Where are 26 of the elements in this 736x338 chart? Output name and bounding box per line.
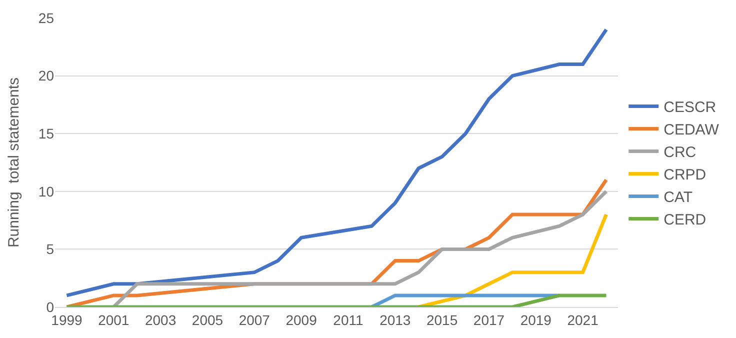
x-tick-label: 2005	[192, 312, 224, 328]
y-tick-label: 15	[38, 126, 54, 142]
line-series	[64, 28, 608, 298]
line-series	[416, 212, 608, 307]
legend-label: CRPD	[664, 166, 706, 184]
y-tick-label: 25	[38, 10, 54, 26]
x-tick-label: 2009	[286, 312, 318, 328]
x-tick-label: 2015	[426, 312, 458, 328]
y-axis-title: Running total statements	[6, 77, 23, 248]
x-tick-label: 2003	[144, 312, 176, 328]
x-tick-label: 2011	[333, 312, 364, 328]
legend-label: CAT	[664, 189, 693, 206]
x-tick-label: 2021	[567, 312, 599, 328]
x-tick-label: 2019	[520, 312, 552, 328]
line-series	[112, 190, 608, 307]
y-tick-label: 5	[46, 241, 54, 258]
x-tick-label: 2013	[380, 312, 411, 328]
legend-label: CESCR	[664, 99, 716, 116]
legend-label: CRC	[664, 144, 696, 162]
x-tick-label: 2017	[473, 312, 505, 328]
x-tick-label: 2001	[98, 312, 130, 328]
y-tick-label: 20	[38, 68, 54, 84]
legend-label: CERD	[664, 212, 706, 229]
x-tick-label: 2007	[238, 312, 270, 328]
legend-label: CEDAW	[664, 122, 720, 139]
y-tick-label: 10	[38, 183, 54, 200]
